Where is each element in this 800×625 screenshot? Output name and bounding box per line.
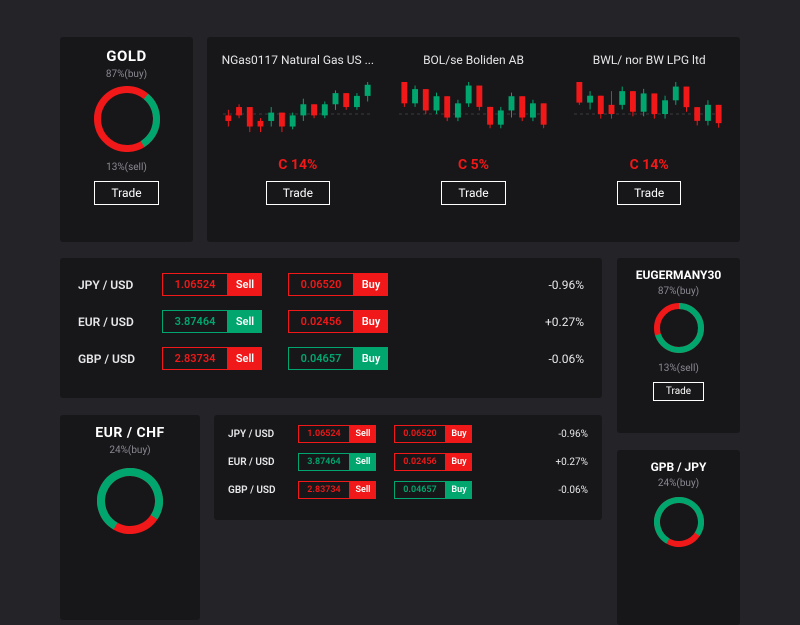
candle-title: BWL/ nor BW LPG ltd — [593, 45, 706, 75]
buy-button[interactable]: Buy — [446, 425, 472, 443]
candle-change: C 14% — [630, 157, 669, 173]
sell-button[interactable]: Sell — [228, 273, 262, 296]
donut — [654, 303, 704, 357]
sell-label: 13%(sell) — [658, 363, 699, 374]
trade-button[interactable]: Trade — [94, 181, 158, 205]
quote-row: EUR / USD 3.87464 Sell 0.02456 Buy +0.27… — [228, 453, 588, 471]
buy-value: 0.04657 — [394, 481, 446, 499]
candle-card: NGas0117 Natural Gas US ... C 14% Trade — [215, 45, 381, 230]
buy-cell[interactable]: 0.06520 Buy — [394, 425, 472, 443]
candle-card: BOL/se Boliden AB C 5% Trade — [391, 45, 557, 230]
donut — [97, 468, 163, 538]
candlestick-chart — [223, 79, 373, 149]
buy-value: 0.02456 — [288, 310, 354, 333]
buy-cell[interactable]: 0.02456 Buy — [394, 453, 472, 471]
sell-button[interactable]: Sell — [350, 425, 376, 443]
donut — [654, 497, 704, 551]
buy-cell[interactable]: 0.04657 Buy — [394, 481, 472, 499]
buy-button[interactable]: Buy — [354, 273, 388, 296]
trade-button[interactable]: Trade — [617, 181, 681, 205]
canvas: GOLD 87%(buy) 13%(sell) Trade NGas0117 N… — [0, 0, 800, 600]
sell-cell[interactable]: 3.87464 Sell — [162, 310, 262, 333]
sell-cell[interactable]: 3.87464 Sell — [298, 453, 376, 471]
title: GOLD — [106, 47, 146, 65]
pair-label: JPY / USD — [78, 278, 162, 292]
trade-button[interactable]: Trade — [653, 382, 704, 401]
buy-cell[interactable]: 0.04657 Buy — [288, 347, 388, 370]
change-pct: -0.96% — [548, 278, 584, 292]
sell-value: 1.06524 — [162, 273, 228, 296]
change-pct: +0.27% — [556, 457, 589, 468]
sell-button[interactable]: Sell — [350, 481, 376, 499]
card-eugermany: EUGERMANY30 87%(buy) 13%(sell) Trade — [617, 258, 740, 433]
sell-cell[interactable]: 2.83734 Sell — [298, 481, 376, 499]
pair-label: EUR / USD — [78, 315, 162, 329]
pair-label: EUR / USD — [228, 457, 298, 468]
quote-row: JPY / USD 1.06524 Sell 0.06520 Buy -0.96… — [78, 273, 584, 296]
buy-cell[interactable]: 0.06520 Buy — [288, 273, 388, 296]
buy-value: 0.06520 — [394, 425, 446, 443]
quote-row: GBP / USD 2.83734 Sell 0.04657 Buy -0.06… — [228, 481, 588, 499]
trade-button[interactable]: Trade — [441, 181, 505, 205]
buy-button[interactable]: Buy — [354, 310, 388, 333]
sell-value: 2.83734 — [298, 481, 350, 499]
buy-label: 24%(buy) — [658, 478, 699, 489]
card-quotes-small: JPY / USD 1.06524 Sell 0.06520 Buy -0.96… — [214, 415, 602, 520]
buy-value: 0.06520 — [288, 273, 354, 296]
sell-cell[interactable]: 1.06524 Sell — [298, 425, 376, 443]
sell-value: 3.87464 — [162, 310, 228, 333]
candlestick-chart — [574, 79, 724, 149]
pair-label: JPY / USD — [228, 429, 298, 440]
change-pct: -0.96% — [558, 429, 588, 440]
sell-button[interactable]: Sell — [228, 347, 262, 370]
quote-row: GBP / USD 2.83734 Sell 0.04657 Buy -0.06… — [78, 347, 584, 370]
sell-value: 2.83734 — [162, 347, 228, 370]
buy-label: 87%(buy) — [106, 69, 147, 80]
candle-change: C 5% — [458, 157, 489, 173]
candle-title: NGas0117 Natural Gas US ... — [222, 45, 375, 75]
sell-value: 3.87464 — [298, 453, 350, 471]
change-pct: -0.06% — [558, 485, 588, 496]
candle-change: C 14% — [278, 157, 317, 173]
buy-cell[interactable]: 0.02456 Buy — [288, 310, 388, 333]
card-candles: NGas0117 Natural Gas US ... C 14% Trade … — [207, 37, 740, 242]
title: GPB / JPY — [651, 460, 707, 474]
buy-value: 0.04657 — [288, 347, 354, 370]
buy-value: 0.02456 — [394, 453, 446, 471]
candlestick-chart — [399, 79, 549, 149]
pair-label: GBP / USD — [78, 352, 162, 366]
change-pct: -0.06% — [548, 352, 584, 366]
sell-cell[interactable]: 2.83734 Sell — [162, 347, 262, 370]
candle-title: BOL/se Boliden AB — [423, 45, 524, 75]
buy-button[interactable]: Buy — [446, 453, 472, 471]
donut — [94, 86, 160, 156]
card-eurchf: EUR / CHF 24%(buy) — [60, 415, 200, 620]
trade-button[interactable]: Trade — [266, 181, 330, 205]
buy-label: 87%(buy) — [658, 286, 699, 297]
pair-label: GBP / USD — [228, 485, 298, 496]
card-gbpjpy: GPB / JPY 24%(buy) — [617, 450, 740, 625]
title: EUGERMANY30 — [636, 268, 721, 282]
quote-row: EUR / USD 3.87464 Sell 0.02456 Buy +0.27… — [78, 310, 584, 333]
change-pct: +0.27% — [545, 315, 584, 329]
buy-button[interactable]: Buy — [354, 347, 388, 370]
sell-label: 13%(sell) — [106, 162, 147, 173]
card-quotes-large: JPY / USD 1.06524 Sell 0.06520 Buy -0.96… — [60, 258, 602, 398]
sell-button[interactable]: Sell — [228, 310, 262, 333]
buy-label: 24%(buy) — [109, 445, 150, 456]
sell-value: 1.06524 — [298, 425, 350, 443]
sell-button[interactable]: Sell — [350, 453, 376, 471]
card-gold: GOLD 87%(buy) 13%(sell) Trade — [60, 37, 193, 242]
sell-cell[interactable]: 1.06524 Sell — [162, 273, 262, 296]
candle-card: BWL/ nor BW LPG ltd C 14% Trade — [566, 45, 732, 230]
buy-button[interactable]: Buy — [446, 481, 472, 499]
quote-row: JPY / USD 1.06524 Sell 0.06520 Buy -0.96… — [228, 425, 588, 443]
title: EUR / CHF — [95, 425, 164, 441]
